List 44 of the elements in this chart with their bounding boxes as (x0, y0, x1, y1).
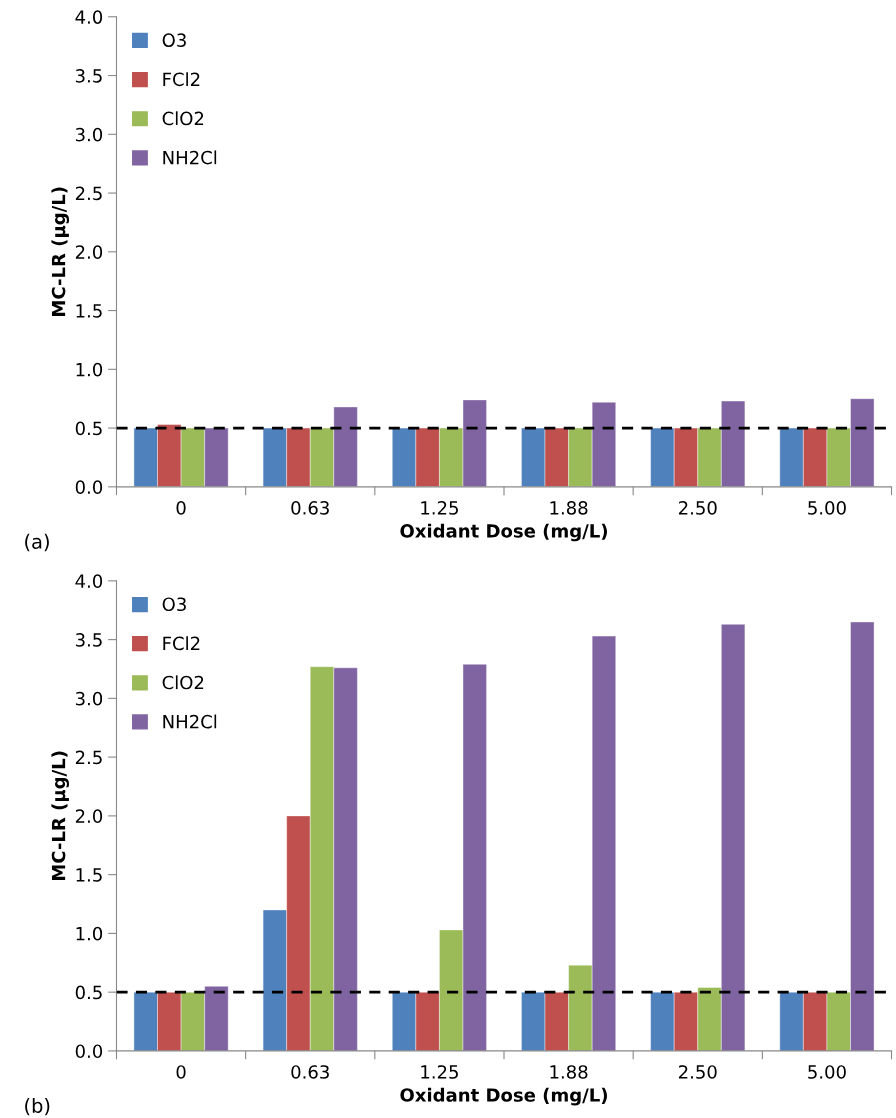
legend-label: ClO2 (162, 675, 204, 690)
x-tick-label: 5.00 (808, 1065, 846, 1079)
x-tick-label: 1.88 (550, 1065, 588, 1079)
y-tick-label: 0.0 (75, 1044, 103, 1059)
y-tick-label: 2.0 (75, 809, 103, 823)
legend-label: NH2Cl (163, 714, 217, 729)
y-tick-label: 3.0 (75, 127, 103, 142)
y-tick-label: 2.5 (75, 186, 102, 201)
text: (b) (25, 1097, 50, 1116)
x-tick-label: 2.50 (678, 501, 717, 515)
x-tick-label: 0 (176, 501, 186, 515)
x-tick-label: 1.25 (421, 1065, 458, 1079)
y-tick-label: 2.0 (75, 245, 103, 259)
y-tick-label: 4.0 (75, 574, 103, 588)
y-tick-label: 2.5 (75, 750, 102, 765)
y-tick-label: 0.5 (75, 421, 102, 436)
legend-label: O3 (162, 597, 186, 612)
legend-label: FCl2 (163, 72, 200, 87)
y-tick-label: 1.5 (76, 304, 102, 318)
x-tick-label: 1.25 (421, 501, 458, 515)
x-axis-title: Oxidant Dose (mg/L) (400, 523, 607, 542)
y-axis-title: MC-LR (µg/L) (51, 187, 70, 316)
y-tick-label: 0.5 (75, 985, 102, 1000)
y-tick-label: 4.0 (75, 10, 103, 24)
x-tick-label: 0.63 (291, 1065, 329, 1079)
y-tick-label: 1.0 (76, 362, 103, 377)
x-tick-label: 0.63 (291, 501, 329, 515)
legend-label: FCl2 (163, 636, 200, 651)
legend-label: NH2Cl (163, 150, 217, 165)
x-tick-label: 5.00 (808, 501, 846, 515)
y-axis-title: MC-LR (µg/L) (51, 751, 70, 881)
x-tick-label: 1.88 (550, 501, 588, 515)
y-tick-label: 1.0 (76, 926, 103, 941)
x-tick-label: 2.50 (678, 1065, 717, 1079)
y-tick-label: 3.5 (75, 68, 102, 83)
y-tick-label: 1.5 (76, 868, 102, 882)
x-axis-title: Oxidant Dose (mg/L) (400, 1087, 607, 1106)
y-tick-label: 0.0 (75, 480, 103, 494)
legend-label: O3 (162, 33, 186, 47)
y-tick-label: 3.5 (75, 633, 102, 647)
y-tick-label: 3.0 (75, 691, 103, 706)
legend-label: ClO2 (162, 111, 204, 126)
text: (a) (25, 533, 49, 552)
x-tick-label: 0 (176, 1065, 186, 1079)
